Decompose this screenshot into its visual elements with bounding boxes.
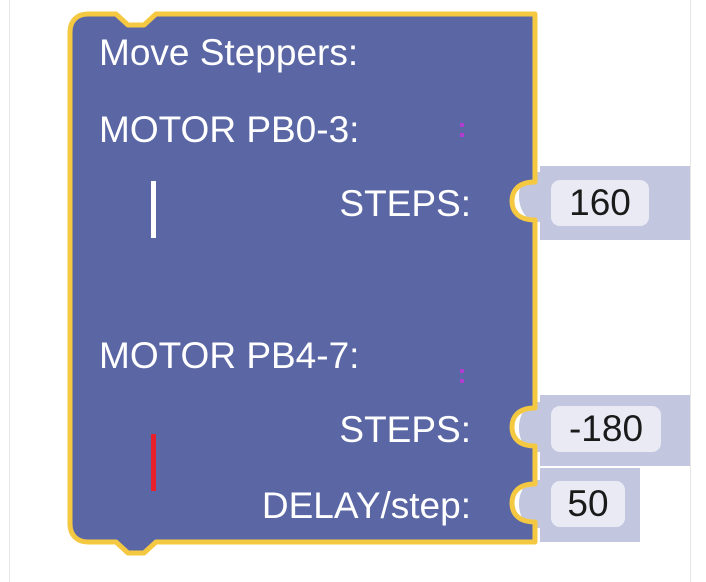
motor-b-delay-label: DELAY/step:	[261, 485, 471, 526]
motor-b-steps-input[interactable]: -180	[551, 406, 661, 452]
motor-a-drag-handle-icon[interactable]	[460, 123, 464, 137]
motor-a-label: MOTOR PB0-3:	[99, 109, 360, 150]
motor-a-steps-input[interactable]: 160	[551, 180, 649, 226]
motor-b-delay-input[interactable]: 50	[551, 481, 625, 527]
workspace-border-right	[690, 0, 691, 582]
block-title: Move Steppers:	[99, 32, 359, 73]
workspace-border-left	[9, 0, 10, 582]
motor-b-drag-handle-icon[interactable]	[460, 369, 464, 383]
block-body[interactable]	[67, 11, 538, 556]
motor-b-label: MOTOR PB4-7:	[99, 335, 360, 376]
motor-b-color-indicator	[151, 434, 156, 491]
motor-a-color-indicator	[151, 181, 156, 238]
motor-b-steps-label: STEPS:	[339, 409, 471, 450]
motor-a-steps-label: STEPS:	[339, 183, 471, 224]
